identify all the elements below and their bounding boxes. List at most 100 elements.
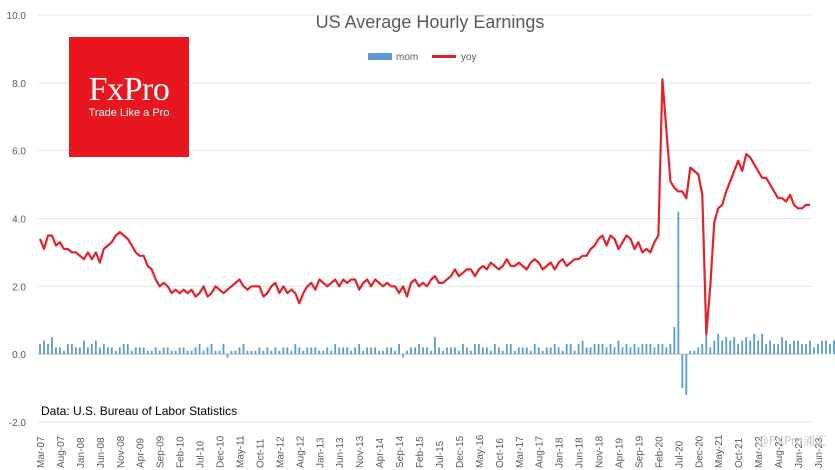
mom-bar xyxy=(278,350,281,355)
mom-bar xyxy=(757,340,760,355)
mom-bar xyxy=(629,347,632,355)
x-tick-label: Mar-12 xyxy=(275,436,286,468)
mom-bar xyxy=(55,347,57,355)
mom-bar xyxy=(593,343,596,355)
mom-bar xyxy=(334,343,337,355)
mom-bar xyxy=(266,347,269,355)
x-tick-label: Mar-22 xyxy=(754,436,765,468)
mom-bar xyxy=(258,347,261,355)
mom-bar xyxy=(374,347,377,355)
mom-bar xyxy=(569,343,572,355)
mom-bar xyxy=(234,350,237,355)
mom-bar xyxy=(721,340,724,355)
mom-bar xyxy=(118,347,121,355)
mom-bar xyxy=(382,350,385,355)
mom-bar xyxy=(661,343,664,355)
mom-bar xyxy=(781,337,783,355)
logo-word: FxPro xyxy=(88,71,170,108)
x-tick-label: Jul-10 xyxy=(196,440,207,468)
x-tick-label: Jun-08 xyxy=(96,437,107,468)
y-tick-label: 10.0 xyxy=(7,11,27,22)
mom-bar xyxy=(294,343,297,355)
x-tick-label: Aug-07 xyxy=(56,435,67,468)
mom-bar xyxy=(206,347,209,355)
mom-bar xyxy=(485,347,488,355)
legend-label-mom: mom xyxy=(396,52,418,63)
mom-bar xyxy=(501,350,504,355)
mom-bar xyxy=(342,347,345,355)
mom-bar xyxy=(174,350,177,355)
mom-bar xyxy=(481,347,484,355)
mom-bar xyxy=(59,347,61,355)
x-tick-label: Mar-07 xyxy=(36,436,47,468)
mom-bar xyxy=(410,347,412,355)
mom-bar xyxy=(202,350,205,355)
mom-bar xyxy=(386,347,388,355)
mom-bar xyxy=(533,343,536,355)
mom-bar xyxy=(338,347,341,355)
y-axis: -2.0 0.0 2.0 4.0 6.0 8.0 10.0 xyxy=(7,11,27,429)
mom-bar xyxy=(637,347,640,355)
mom-bar xyxy=(238,347,241,355)
mom-bar xyxy=(829,343,831,355)
mom-bar xyxy=(805,343,807,355)
mom-bar xyxy=(114,350,117,355)
mom-bar xyxy=(657,343,660,355)
x-tick-label: Nov-13 xyxy=(355,435,366,468)
mom-bar xyxy=(749,340,752,355)
mom-bar xyxy=(318,350,321,355)
x-tick-label: Aug-12 xyxy=(295,435,306,468)
mom-bar xyxy=(250,350,253,355)
mom-bar xyxy=(106,347,109,355)
y-tick-label: 6.0 xyxy=(12,147,26,158)
x-tick-label: Sep-19 xyxy=(634,435,645,468)
mom-bar xyxy=(641,343,644,355)
mom-bar xyxy=(705,323,708,355)
mom-bar xyxy=(493,343,496,355)
mom-bar xyxy=(354,347,357,355)
mom-bar xyxy=(314,347,317,355)
mom-bar xyxy=(71,343,73,355)
x-tick-label: Dec-20 xyxy=(694,435,705,468)
yoy-series-line xyxy=(38,78,810,335)
mom-bar xyxy=(477,343,480,355)
mom-bar xyxy=(222,343,225,355)
mom-bar xyxy=(346,347,349,355)
x-tick-label: Feb-20 xyxy=(654,436,665,468)
mom-bar xyxy=(733,337,736,355)
mom-bar xyxy=(573,350,576,355)
mom-bar xyxy=(813,347,815,355)
mom-bar xyxy=(765,343,768,355)
mom-bar xyxy=(402,354,404,358)
mom-bar xyxy=(685,354,688,395)
mom-bar xyxy=(282,347,285,355)
x-tick-label: Jan-23 xyxy=(794,437,805,468)
mom-bar xyxy=(601,343,604,355)
mom-bar xyxy=(426,347,428,355)
mom-bar xyxy=(809,340,811,355)
mom-bar xyxy=(446,347,448,355)
mom-bar xyxy=(509,343,512,355)
mom-bar xyxy=(390,347,392,355)
mom-bar xyxy=(557,347,560,355)
mom-bar xyxy=(194,347,197,355)
mom-bar xyxy=(82,340,85,355)
mom-bar xyxy=(797,340,799,355)
mom-bar xyxy=(270,350,273,355)
x-tick-label: Feb-15 xyxy=(415,436,426,468)
mom-bar xyxy=(286,347,289,355)
mom-bar xyxy=(322,350,325,355)
mom-bar xyxy=(442,350,444,355)
mom-bar xyxy=(709,347,712,355)
mom-bar xyxy=(785,340,787,355)
legend-swatch-mom xyxy=(368,53,392,60)
mom-bar xyxy=(521,347,524,355)
mom-bar xyxy=(697,347,700,355)
mom-bar xyxy=(773,343,775,355)
mom-bar xyxy=(454,347,456,355)
mom-bar xyxy=(406,350,408,355)
mom-bar xyxy=(673,327,676,355)
mom-bar xyxy=(98,347,101,355)
mom-bar xyxy=(561,350,564,355)
mom-bar xyxy=(450,347,452,355)
